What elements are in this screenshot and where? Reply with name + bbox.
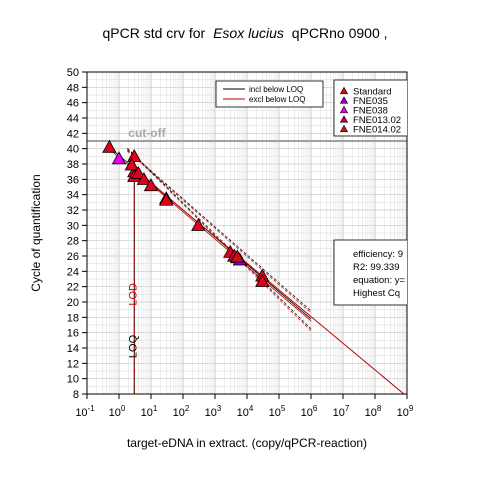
y-tick-label: 48 xyxy=(67,82,79,94)
y-tick-label: 38 xyxy=(67,159,79,171)
x-tick-label: 108 xyxy=(365,404,382,419)
cutoff-line-group: cut-off xyxy=(87,126,407,142)
x-tick-label: 107 xyxy=(333,404,350,419)
line-legend-label-excl: excl below LOQ xyxy=(249,95,305,104)
y-tick-label: 24 xyxy=(67,266,79,278)
point-legend-label: FNE014.02 xyxy=(353,125,401,136)
x-axis-label: target-eDNA in extract. (copy/qPCR-react… xyxy=(127,436,367,450)
chart-title-species: Esox lucius xyxy=(213,25,284,41)
y-tick-label: 40 xyxy=(67,144,79,156)
ci-line-excl-lower xyxy=(127,148,312,332)
point-standard xyxy=(159,192,174,206)
point-legend-box xyxy=(333,79,407,137)
stats-box: efficiency: 9 R2: 99.339 equation: y= Hi… xyxy=(333,239,407,306)
line-legend-box xyxy=(215,80,324,108)
point-legend-marker xyxy=(339,105,349,114)
y-tick-label: 30 xyxy=(67,220,79,232)
stats-line-highest-cq: Highest Cq xyxy=(353,288,400,299)
y-tick-label: 12 xyxy=(67,358,79,370)
lod-label: LOD xyxy=(127,283,139,306)
loq-label: LOQ xyxy=(127,334,139,358)
y-tick-label: 32 xyxy=(67,205,79,217)
point-standard xyxy=(191,218,206,231)
chart-title: qPCR std crv for Esox lucius qPCRno 0900… xyxy=(102,25,387,41)
point-legend-marker xyxy=(339,124,349,133)
regression-line xyxy=(133,168,405,394)
point-legend-marker xyxy=(339,86,349,95)
x-tick-label: 102 xyxy=(173,404,190,419)
y-tick-label: 18 xyxy=(67,312,79,324)
x-tick-label: 10-1 xyxy=(75,404,95,419)
cutoff-label: cut-off xyxy=(128,126,166,140)
y-tick-label: 44 xyxy=(67,113,79,125)
x-tick-label: 105 xyxy=(269,404,286,419)
y-tick-label: 28 xyxy=(67,236,79,248)
y-tick-label: 36 xyxy=(67,174,79,186)
point-legend-marker xyxy=(339,115,349,123)
point-fne038 xyxy=(111,151,127,165)
x-tick-label: 106 xyxy=(301,404,318,419)
y-tick-label: 22 xyxy=(67,282,79,294)
line-legend: incl below LOQ excl below LOQ xyxy=(215,80,324,108)
point-standard xyxy=(124,157,139,171)
stats-line-equation: equation: y= xyxy=(353,275,405,286)
point-fne014-02 xyxy=(230,249,245,263)
y-tick-label: 8 xyxy=(73,389,79,401)
y-axis-label: Cycle of quantification xyxy=(29,174,43,291)
y-axis: 8 10 12 14 16 18 20 22 24 26 28 30 32 34 36 38 40 42 44 46 4… xyxy=(67,67,88,401)
ci-line-incl-upper xyxy=(127,149,312,312)
y-tick-label: 20 xyxy=(67,297,79,309)
y-tick-label: 14 xyxy=(67,343,79,355)
stats-box-frame xyxy=(333,239,407,306)
point-legend-label: FNE013.02 xyxy=(353,115,401,126)
x-tick-label: 103 xyxy=(205,404,222,419)
y-tick-label: 16 xyxy=(67,328,79,340)
point-standard xyxy=(143,178,159,192)
x-tick-label: 101 xyxy=(141,404,158,419)
point-standard xyxy=(136,172,152,185)
point-standard xyxy=(131,165,146,179)
line-legend-label-incl: incl below LOQ xyxy=(249,85,303,94)
ci-line-incl-lower xyxy=(127,147,312,330)
x-axis: 10-1 100 101 102 103 104 105 106 107 108 109 xyxy=(75,393,414,419)
stats-line-efficiency: efficiency: 9 xyxy=(353,249,403,260)
x-tick-label: 104 xyxy=(237,404,254,419)
x-tick-label: 109 xyxy=(397,404,414,419)
point-legend-label: FNE038 xyxy=(353,106,388,117)
y-tick-label: 46 xyxy=(67,98,79,110)
point-legend-label: FNE035 xyxy=(353,96,388,107)
y-tick-label: 34 xyxy=(67,190,79,202)
point-legend-label: Standard xyxy=(353,87,392,98)
point-standard xyxy=(127,149,142,162)
y-tick-label: 26 xyxy=(67,251,79,263)
point-standard xyxy=(102,139,117,153)
chart-title-suffix: qPCRno 0900 , xyxy=(292,25,388,41)
chart-title-plain: qPCR std crv for xyxy=(102,25,205,41)
y-tick-label: 42 xyxy=(67,128,79,140)
point-legend-marker xyxy=(339,96,349,104)
y-tick-label: 50 xyxy=(67,67,79,79)
point-standard xyxy=(255,273,270,287)
x-tick-label: 100 xyxy=(109,404,126,419)
data-points xyxy=(102,139,270,287)
y-tick-label: 10 xyxy=(67,374,79,386)
stats-line-r2: R2: 99.339 xyxy=(353,262,399,273)
